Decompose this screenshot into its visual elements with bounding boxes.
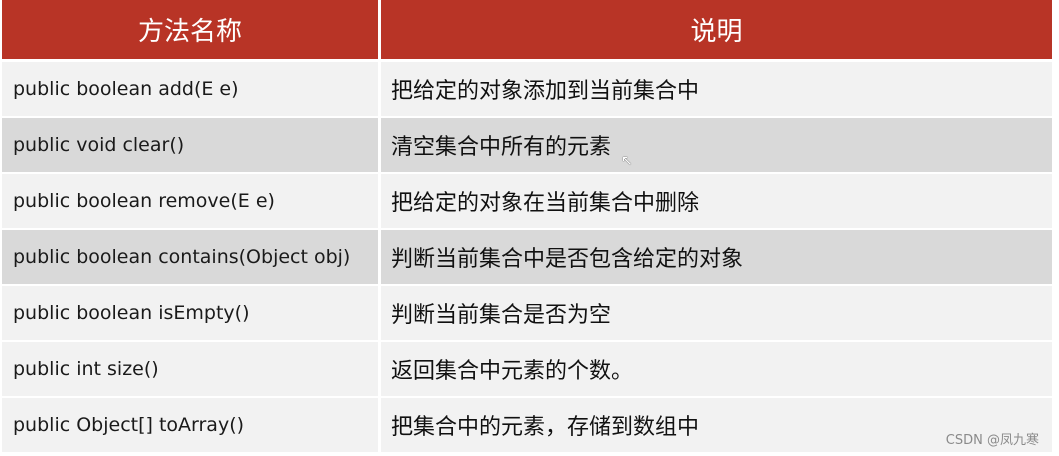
description-cell: 把集合中的元素，存储到数组中 (381, 398, 1052, 452)
table-row: public boolean isEmpty() 判断当前集合是否为空 (2, 286, 1052, 340)
description-cell: 判断当前集合中是否包含给定的对象 (381, 230, 1052, 284)
table-row: public boolean add(E e) 把给定的对象添加到当前集合中 (2, 62, 1052, 116)
method-cell: public void clear() (2, 118, 378, 172)
method-cell: public Object[] toArray() (2, 398, 378, 452)
mouse-cursor-icon: ↖ (621, 153, 633, 169)
table-row: public int size() 返回集合中元素的个数。 (2, 342, 1052, 396)
description-cell: 返回集合中元素的个数。 (381, 342, 1052, 396)
description-cell: 清空集合中所有的元素 (381, 118, 1052, 172)
method-cell: public boolean remove(E e) (2, 174, 378, 228)
table-row: public void clear() 清空集合中所有的元素 (2, 118, 1052, 172)
method-cell: public boolean add(E e) (2, 62, 378, 116)
watermark: CSDN @凤九寒 (945, 433, 1039, 448)
method-cell: public int size() (2, 342, 378, 396)
table-row: public Object[] toArray() 把集合中的元素，存储到数组中 (2, 398, 1052, 452)
method-cell: public boolean isEmpty() (2, 286, 378, 340)
description-cell: 把给定的对象在当前集合中删除 (381, 174, 1052, 228)
table-header: 方法名称 说明 (2, 0, 1052, 59)
header-method: 方法名称 (2, 0, 378, 59)
table-row: public boolean remove(E e) 把给定的对象在当前集合中删除 (2, 174, 1052, 228)
table-row: public boolean contains(Object obj) 判断当前集… (2, 230, 1052, 284)
header-description: 说明 (381, 0, 1052, 59)
description-cell: 判断当前集合是否为空 (381, 286, 1052, 340)
description-cell: 把给定的对象添加到当前集合中 (381, 62, 1052, 116)
method-cell: public boolean contains(Object obj) (2, 230, 378, 284)
